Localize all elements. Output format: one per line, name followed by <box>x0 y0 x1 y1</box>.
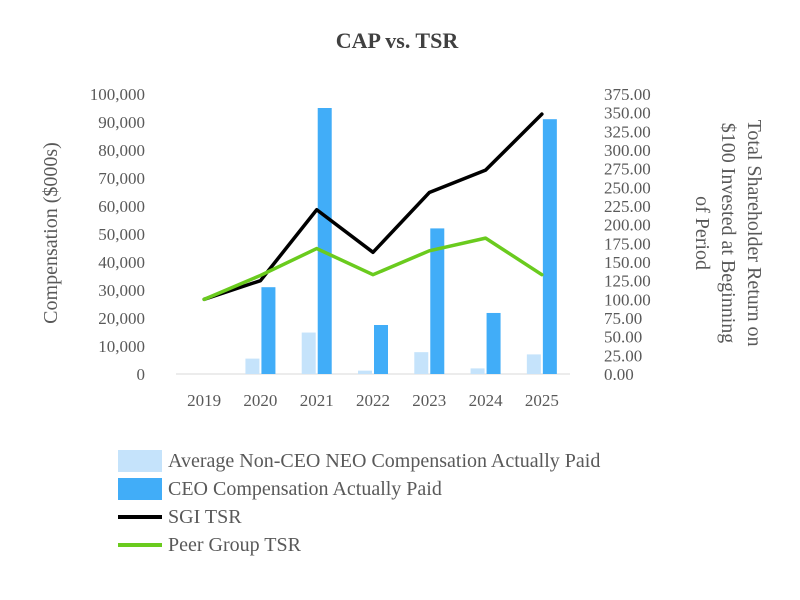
bar-ceo-2021 <box>317 108 332 374</box>
y2-axis-title-line: of Period <box>691 196 713 270</box>
right-axis-ticks: 0.0025.0050.0075.00100.00125.00150.00175… <box>604 85 651 384</box>
y2-tick-label: 300.00 <box>604 141 651 160</box>
legend-label-sgi-tsr: SGI TSR <box>168 505 242 528</box>
bar-non-ceo-2024 <box>470 368 485 374</box>
y2-tick-label: 100.00 <box>604 290 651 309</box>
line-series <box>202 112 544 302</box>
y2-tick-label: 275.00 <box>604 160 651 179</box>
bar-non-ceo-2020 <box>245 358 260 374</box>
legend-item-non-ceo: Average Non-CEO NEO Compensation Actuall… <box>118 447 600 475</box>
legend-swatch-ceo <box>118 478 162 500</box>
legend-item-peer-tsr: Peer Group TSR <box>118 531 600 559</box>
bar-non-ceo-2022 <box>358 370 372 374</box>
bar-ceo-2023 <box>430 228 445 374</box>
y2-tick-label: 75.00 <box>604 309 642 328</box>
y2-axis-title-line: Total Shareholder Return on <box>743 120 765 347</box>
y-tick-label: 50,000 <box>98 225 145 244</box>
y2-tick-label: 175.00 <box>604 234 651 253</box>
y-tick-label: 90,000 <box>98 113 145 132</box>
bar-ceo-2020 <box>261 287 276 374</box>
y2-tick-label: 125.00 <box>604 272 651 291</box>
legend-swatch-sgi-tsr <box>118 515 162 519</box>
bar-non-ceo-2021 <box>301 332 316 374</box>
legend: Average Non-CEO NEO Compensation Actuall… <box>118 447 600 559</box>
y-tick-label: 80,000 <box>98 141 145 160</box>
y-tick-label: 10,000 <box>98 337 145 356</box>
x-tick-label: 2025 <box>525 391 559 410</box>
peer-tsr-line <box>202 236 544 302</box>
legend-label-non-ceo: Average Non-CEO NEO Compensation Actuall… <box>168 449 601 472</box>
y2-tick-label: 375.00 <box>604 85 651 104</box>
legend-label-ceo: CEO Compensation Actually Paid <box>168 477 442 500</box>
y2-axis-title-line: $100 Invested at Beginning <box>717 123 739 344</box>
x-tick-label: 2020 <box>243 391 277 410</box>
bar-ceo-2024 <box>486 312 501 374</box>
y-tick-label: 20,000 <box>98 309 145 328</box>
y-tick-label: 0 <box>137 365 146 384</box>
bar-ceo-2022 <box>374 325 388 374</box>
y-tick-label: 60,000 <box>98 197 145 216</box>
x-tick-label: 2023 <box>412 391 446 410</box>
y2-tick-label: 25.00 <box>604 346 642 365</box>
y2-tick-label: 200.00 <box>604 216 651 235</box>
x-tick-label: 2022 <box>356 391 390 410</box>
y-axis-title: Compensation ($000s) <box>40 142 62 324</box>
bar-series <box>245 108 557 374</box>
left-axis-ticks: 0 10,000 20,000 30,000 40,000 50,000 60,000 70,… <box>90 85 145 384</box>
y2-tick-label: 0.00 <box>604 365 634 384</box>
y-tick-label: 30,000 <box>98 281 145 300</box>
y2-tick-label: 250.00 <box>604 178 651 197</box>
legend-label-peer-tsr: Peer Group TSR <box>168 533 301 556</box>
y2-axis-title: Total Shareholder Return on$100 Invested… <box>691 120 765 347</box>
bar-non-ceo-2025 <box>526 354 541 374</box>
chart-title: CAP vs. TSR <box>336 28 460 53</box>
sgi-tsr-line <box>202 112 544 302</box>
y-tick-label: 40,000 <box>98 253 145 272</box>
y2-tick-label: 150.00 <box>604 253 651 272</box>
x-tick-label: 2019 <box>187 391 221 410</box>
y2-tick-label: 225.00 <box>604 197 651 216</box>
legend-swatch-peer-tsr <box>118 543 162 547</box>
x-axis-ticks: 2019 2020 2021 2022 2023 2024 2025 <box>187 391 559 410</box>
y2-tick-label: 50.00 <box>604 328 642 347</box>
y-tick-label: 100,000 <box>90 85 145 104</box>
y-tick-label: 70,000 <box>98 169 145 188</box>
x-tick-label: 2021 <box>300 391 334 410</box>
bar-ceo-2025 <box>542 119 557 374</box>
legend-item-ceo: CEO Compensation Actually Paid <box>118 475 600 503</box>
y2-tick-label: 325.00 <box>604 122 651 141</box>
legend-item-sgi-tsr: SGI TSR <box>118 503 600 531</box>
x-tick-label: 2024 <box>469 391 504 410</box>
bar-non-ceo-2023 <box>414 352 429 374</box>
legend-swatch-non-ceo <box>118 450 162 472</box>
y2-tick-label: 350.00 <box>604 104 651 123</box>
